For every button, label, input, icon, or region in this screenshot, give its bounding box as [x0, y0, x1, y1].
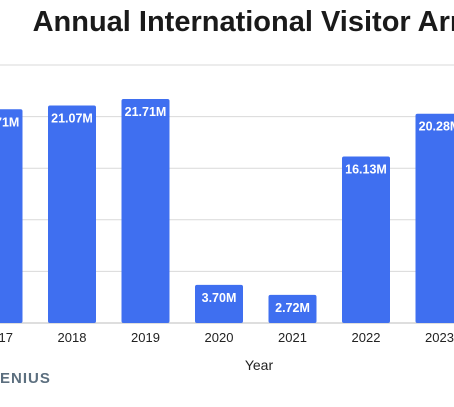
- data-label-2017: 20.71M: [0, 115, 19, 129]
- data-label-2022: 16.13M: [345, 163, 387, 177]
- x-tick-label-2023: 2023: [425, 330, 454, 345]
- bar-2023: [415, 113, 454, 323]
- data-label-2023: 20.28M: [419, 120, 454, 134]
- x-axis-label: Year: [245, 357, 274, 373]
- bar-2018: [48, 105, 96, 323]
- chart-title: Annual International Visitor Arrival in …: [0, 6, 454, 39]
- data-labels: 20.71M 21.07M 21.71M 3.70M 2.72M 16.13M 20.28M: [0, 105, 454, 315]
- watermark-logo: ENIUS: [0, 370, 51, 387]
- bar-2017: [0, 109, 23, 323]
- x-tick-label-2017: 2017: [0, 330, 13, 345]
- chart-title-text: Annual International Visitor Arrival in …: [32, 6, 454, 38]
- x-tick-label-2021: 2021: [278, 330, 307, 345]
- x-tick-label-2018: 2018: [58, 330, 87, 345]
- data-label-2020: 3.70M: [202, 291, 237, 305]
- x-tick-label-2020: 2020: [205, 330, 234, 345]
- x-tick-label-2022: 2022: [352, 330, 381, 345]
- bar-2021: [268, 294, 317, 323]
- bar-2020: [195, 284, 243, 323]
- bar-2019: [121, 98, 170, 324]
- data-label-2019: 21.71M: [125, 105, 167, 119]
- data-label-2021: 2.72M: [275, 301, 310, 315]
- data-label-2018: 21.07M: [51, 112, 93, 126]
- x-tick-label-2019: 2019: [131, 330, 160, 345]
- bars: [0, 98, 454, 324]
- x-tick-labels: 2017 2018 2019 2020 2021 2022 2023: [0, 330, 454, 345]
- bar-2022: [342, 156, 390, 323]
